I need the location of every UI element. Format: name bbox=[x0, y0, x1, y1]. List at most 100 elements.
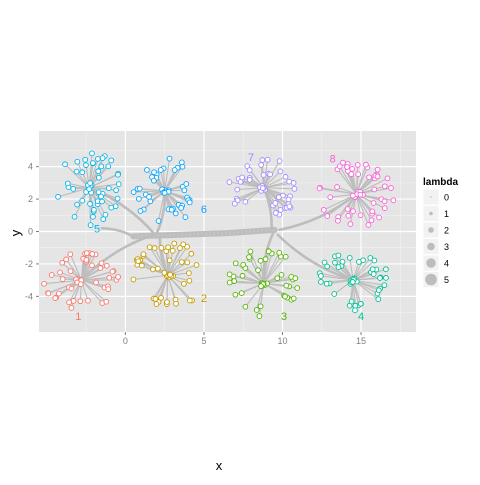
data-point bbox=[181, 242, 186, 247]
data-point bbox=[90, 151, 95, 156]
data-point bbox=[324, 281, 329, 286]
x-tick-label: 0 bbox=[123, 336, 128, 346]
data-point bbox=[233, 261, 238, 266]
data-point bbox=[75, 202, 80, 207]
data-point bbox=[358, 301, 363, 306]
data-point bbox=[232, 201, 237, 206]
x-axis-label: x bbox=[216, 458, 223, 473]
data-point bbox=[167, 258, 172, 263]
data-point bbox=[279, 272, 284, 277]
data-point bbox=[96, 175, 101, 180]
data-point bbox=[173, 211, 178, 216]
data-point bbox=[170, 248, 175, 253]
x-tick-label: 15 bbox=[356, 336, 366, 346]
data-point bbox=[58, 270, 63, 275]
data-point bbox=[100, 156, 105, 161]
data-point bbox=[74, 169, 79, 174]
data-point bbox=[239, 291, 244, 296]
data-point bbox=[382, 283, 387, 288]
data-point bbox=[259, 284, 264, 289]
data-point bbox=[109, 205, 114, 210]
y-tick-label: -2 bbox=[25, 259, 33, 269]
data-point bbox=[277, 250, 282, 255]
data-point bbox=[372, 258, 377, 263]
data-point bbox=[278, 169, 283, 174]
data-point bbox=[384, 276, 389, 281]
data-point bbox=[91, 161, 96, 166]
data-point bbox=[88, 223, 93, 228]
data-point bbox=[107, 275, 112, 280]
data-point bbox=[71, 186, 76, 191]
data-point bbox=[276, 195, 281, 200]
data-point bbox=[372, 187, 377, 192]
data-point bbox=[337, 164, 342, 169]
data-point bbox=[367, 175, 372, 180]
legend-label: 4 bbox=[444, 259, 449, 269]
legend-symbol bbox=[427, 243, 435, 251]
data-point bbox=[266, 249, 271, 254]
data-point bbox=[254, 308, 259, 313]
data-point bbox=[243, 199, 248, 204]
data-point bbox=[158, 168, 163, 173]
data-point bbox=[183, 215, 188, 220]
legend-title: lambda bbox=[423, 177, 458, 188]
data-point bbox=[385, 176, 390, 181]
data-point bbox=[137, 186, 142, 191]
data-point bbox=[104, 299, 109, 304]
data-point bbox=[90, 252, 95, 257]
data-point bbox=[88, 202, 93, 207]
data-point bbox=[75, 159, 80, 164]
data-point bbox=[317, 186, 322, 191]
cluster-label: 1 bbox=[75, 311, 81, 323]
data-point bbox=[382, 199, 387, 204]
data-point bbox=[69, 305, 74, 310]
data-point bbox=[363, 162, 368, 167]
data-point bbox=[106, 164, 111, 169]
cluster-label: 2 bbox=[201, 293, 207, 305]
data-point bbox=[351, 193, 356, 198]
legend-label: 5 bbox=[444, 275, 449, 285]
data-point bbox=[172, 168, 177, 173]
data-point bbox=[375, 167, 380, 172]
data-point bbox=[227, 280, 232, 285]
data-point bbox=[348, 222, 353, 227]
data-point bbox=[68, 252, 73, 257]
cluster-label: 4 bbox=[358, 311, 364, 323]
data-point bbox=[258, 258, 263, 263]
data-point bbox=[101, 217, 106, 222]
data-point bbox=[83, 157, 88, 162]
data-point bbox=[358, 213, 363, 218]
data-point bbox=[227, 272, 232, 277]
data-point bbox=[138, 209, 143, 214]
data-point bbox=[86, 298, 91, 303]
data-point bbox=[241, 262, 246, 267]
data-point bbox=[151, 178, 156, 183]
x-tick-label: 5 bbox=[201, 336, 206, 346]
data-point bbox=[99, 194, 104, 199]
data-point bbox=[283, 254, 288, 259]
data-point bbox=[189, 251, 194, 256]
data-point bbox=[69, 286, 74, 291]
data-point bbox=[96, 169, 101, 174]
data-point bbox=[167, 156, 172, 161]
data-point bbox=[284, 283, 289, 288]
data-point bbox=[60, 260, 65, 265]
data-point bbox=[179, 160, 184, 165]
data-point bbox=[162, 270, 167, 275]
data-point bbox=[247, 177, 252, 182]
data-point bbox=[287, 204, 292, 209]
data-point bbox=[328, 195, 333, 200]
data-point bbox=[351, 209, 356, 214]
data-point bbox=[322, 260, 327, 265]
data-point bbox=[371, 201, 376, 206]
data-point bbox=[182, 188, 187, 193]
data-point bbox=[383, 267, 388, 272]
data-point bbox=[115, 196, 120, 201]
data-point bbox=[187, 200, 192, 205]
data-point bbox=[370, 267, 375, 272]
data-point bbox=[172, 241, 177, 246]
y-tick-label: 4 bbox=[28, 162, 33, 172]
data-point bbox=[99, 164, 104, 169]
data-point bbox=[293, 276, 298, 281]
data-point bbox=[90, 263, 95, 268]
